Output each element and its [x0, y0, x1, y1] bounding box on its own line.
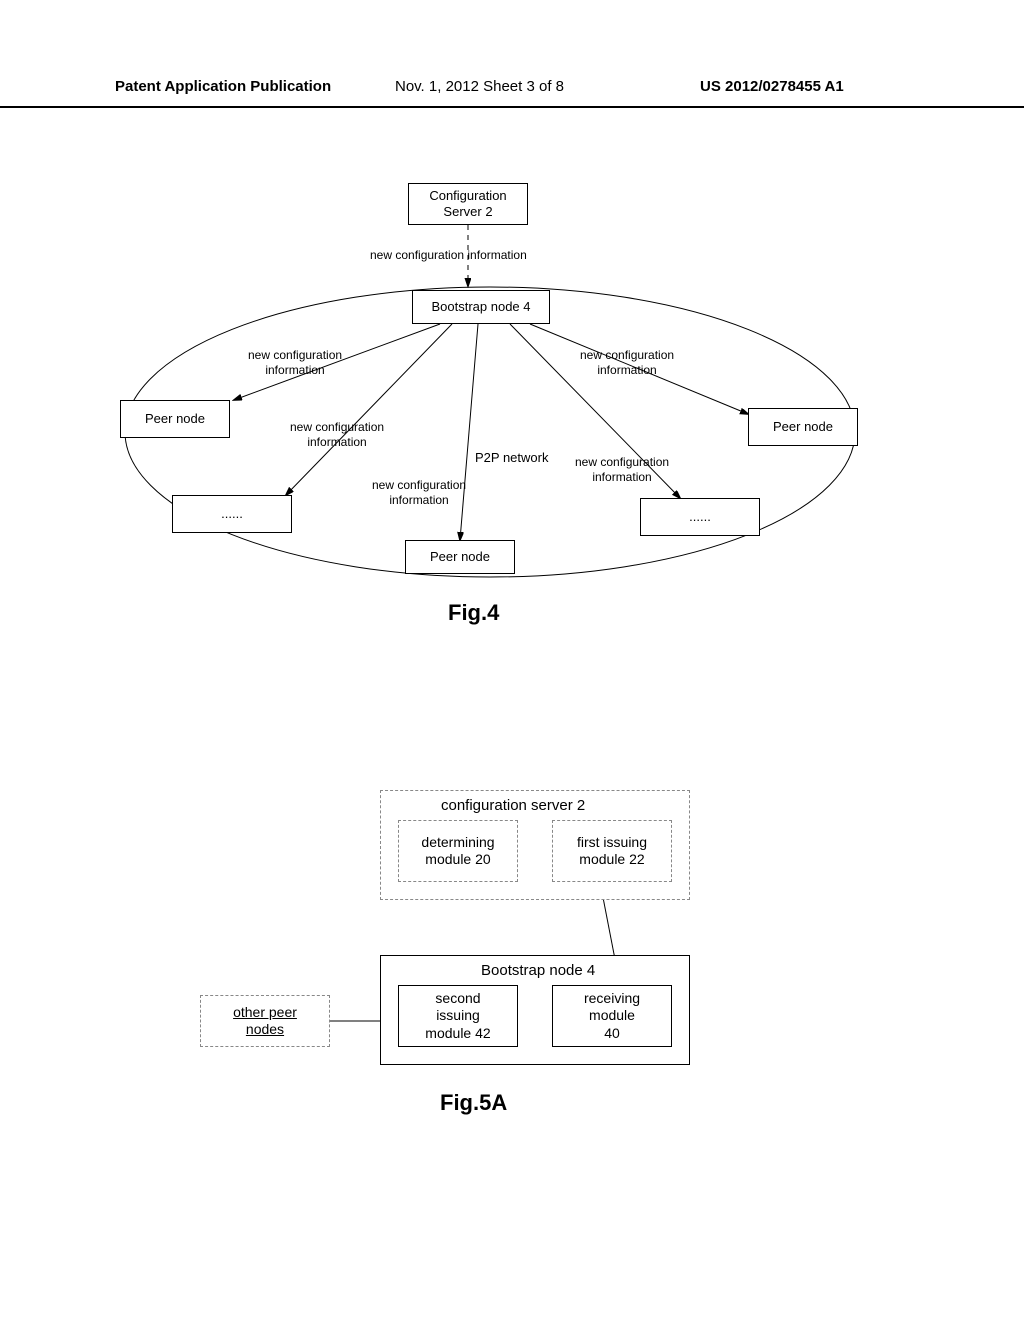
- edge-label-config-bootstrap: new configuration information: [370, 248, 527, 263]
- placeholder-right-label: ......: [689, 509, 711, 525]
- config-server-box: Configuration Server 2: [408, 183, 528, 225]
- placeholder-left: ......: [172, 495, 292, 533]
- second-issuing-module-label: second issuing module 42: [425, 990, 490, 1043]
- bootstrap-title: Bootstrap node 4: [481, 962, 595, 981]
- peer-node-bottom-label: Peer node: [430, 549, 490, 565]
- bootstrap-node-label: Bootstrap node 4: [431, 299, 530, 315]
- peer-node-right-label: Peer node: [773, 419, 833, 435]
- determining-module-label: determining module 20: [421, 834, 494, 869]
- peer-node-left: Peer node: [120, 400, 230, 438]
- config-server-title: configuration server 2: [441, 797, 585, 816]
- placeholder-right: ......: [640, 498, 760, 536]
- receiving-module-label: receiving module 40: [584, 990, 640, 1043]
- other-peer-nodes-box: other peer nodes: [200, 995, 330, 1047]
- p2p-network-label: P2P network: [475, 450, 548, 466]
- edge-label-peer-bottom: new configuration information: [372, 478, 466, 508]
- header-mid: Nov. 1, 2012 Sheet 3 of 8: [395, 78, 564, 95]
- config-server-label: Configuration Server 2: [429, 188, 506, 221]
- header-left: Patent Application Publication: [115, 78, 331, 95]
- receiving-module-box: receiving module 40: [552, 985, 672, 1047]
- header-right: US 2012/0278455 A1: [700, 78, 844, 95]
- first-issuing-module-box: first issuing module 22: [552, 820, 672, 882]
- page-header: Patent Application Publication Nov. 1, 2…: [0, 78, 1024, 108]
- bootstrap-node-box: Bootstrap node 4: [412, 290, 550, 324]
- first-issuing-module-label: first issuing module 22: [577, 834, 647, 869]
- placeholder-left-label: ......: [221, 506, 243, 522]
- edge-label-peer-left: new configuration information: [248, 348, 342, 378]
- peer-node-left-label: Peer node: [145, 411, 205, 427]
- other-peer-nodes-label: other peer nodes: [233, 1004, 297, 1039]
- second-issuing-module-box: second issuing module 42: [398, 985, 518, 1047]
- fig4-caption: Fig.4: [448, 600, 499, 626]
- edge-label-placeholder-left: new configuration information: [290, 420, 384, 450]
- peer-node-right: Peer node: [748, 408, 858, 446]
- determining-module-box: determining module 20: [398, 820, 518, 882]
- edge-label-peer-right: new configuration information: [580, 348, 674, 378]
- fig5a-caption: Fig.5A: [440, 1090, 507, 1116]
- peer-node-bottom: Peer node: [405, 540, 515, 574]
- edge-label-placeholder-right: new configuration information: [575, 455, 669, 485]
